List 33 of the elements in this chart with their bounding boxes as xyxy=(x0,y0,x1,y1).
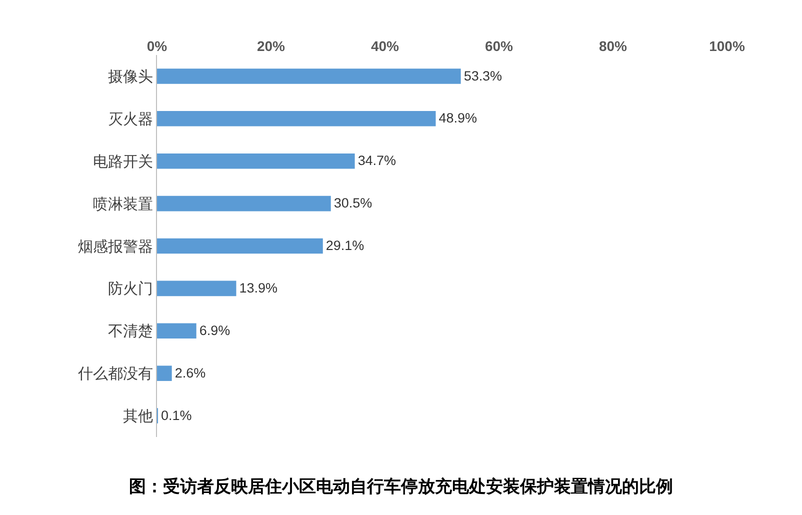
bar xyxy=(157,280,236,296)
data-label: 30.5% xyxy=(334,196,372,211)
text: 图：受访者反映居住小区电动自行车停放充电处安装保护装置情况的比例 xyxy=(129,477,673,497)
data-label: 48.9% xyxy=(438,110,477,126)
x-tick-label: 40% xyxy=(370,38,400,54)
y-tick-label: 摄像头 xyxy=(108,67,153,86)
y-tick-label: 烟感报警器 xyxy=(78,237,153,256)
bar xyxy=(157,111,436,126)
x-tick-label: 0% xyxy=(146,38,168,54)
data-label: 53.3% xyxy=(464,68,502,84)
y-tick-label: 不清楚 xyxy=(108,322,153,340)
bar xyxy=(157,153,355,169)
data-label: 29.1% xyxy=(326,238,364,254)
bar xyxy=(157,366,172,381)
y-tick-label: 电路开关 xyxy=(93,152,153,170)
y-tick-label: 喷淋装置 xyxy=(93,194,153,213)
data-label: 6.9% xyxy=(199,322,230,338)
y-tick-label: 什么都没有 xyxy=(77,364,153,383)
x-tick-label: 100% xyxy=(709,38,746,54)
bar xyxy=(157,238,323,254)
y-tick-label: 防火门 xyxy=(108,280,153,298)
data-label: 13.9% xyxy=(239,280,278,296)
x-tick-label: 60% xyxy=(484,38,514,54)
x-tick-label: 80% xyxy=(598,38,628,54)
bar xyxy=(157,323,196,339)
data-label: 0.1% xyxy=(161,408,192,423)
bar xyxy=(157,196,331,212)
y-tick-label: 其他 xyxy=(123,407,153,426)
x-tick-label: 20% xyxy=(256,38,286,54)
data-label: 34.7% xyxy=(358,153,396,168)
y-tick-label: 灭火器 xyxy=(108,110,153,128)
data-label: 2.6% xyxy=(174,365,206,380)
bar xyxy=(157,68,461,84)
